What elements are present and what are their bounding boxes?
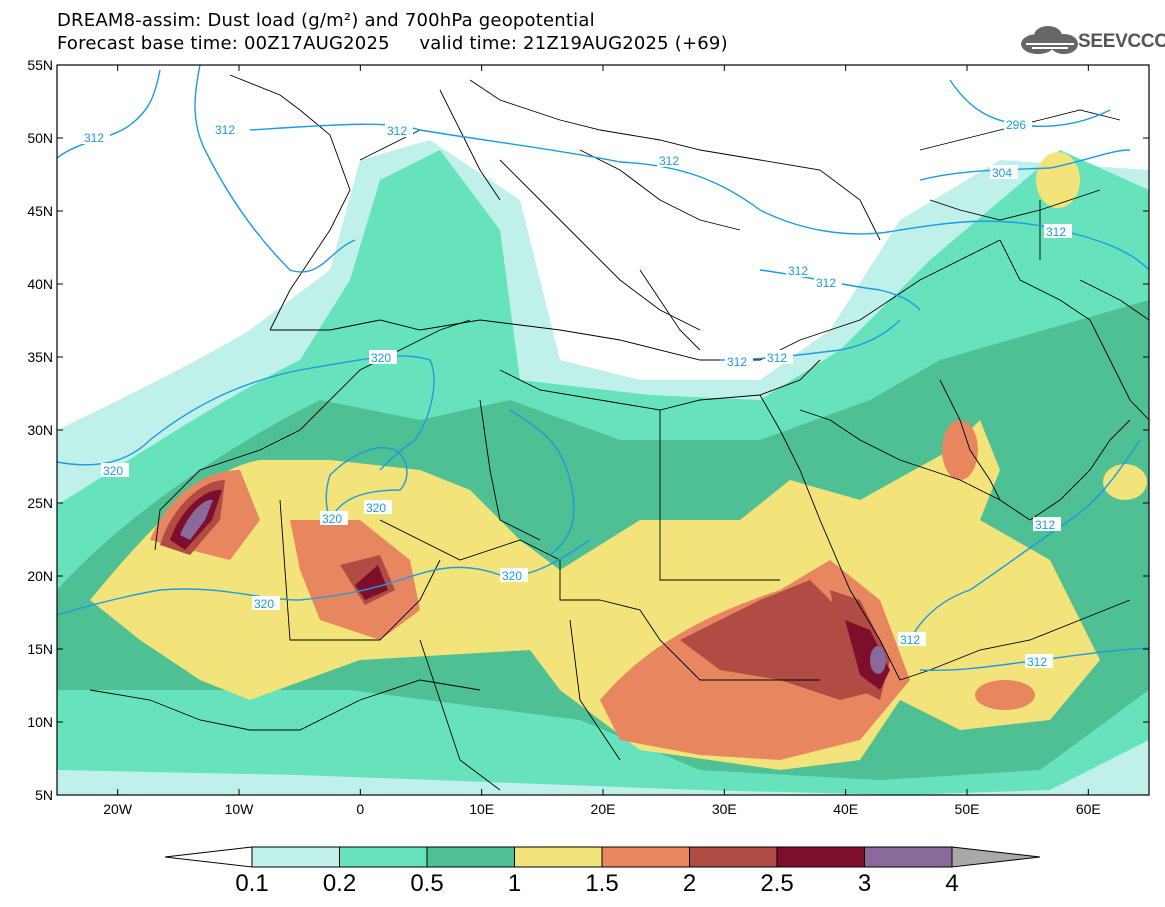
lat-label: 35N bbox=[27, 349, 53, 365]
colorbar-arrow-high bbox=[951, 846, 1041, 868]
colorbar bbox=[164, 846, 1041, 868]
svg-text:312: 312 bbox=[215, 123, 235, 137]
isoline-label: 312 bbox=[1025, 654, 1053, 669]
colorbar-swatch bbox=[776, 846, 865, 868]
svg-text:320: 320 bbox=[366, 501, 386, 515]
svg-text:312: 312 bbox=[84, 131, 104, 145]
svg-text:304: 304 bbox=[992, 166, 1012, 180]
dust-field bbox=[57, 65, 1149, 795]
svg-text:312: 312 bbox=[767, 351, 787, 365]
colorbar-tick-label: 0.5 bbox=[410, 870, 444, 897]
isoline-label: 312 bbox=[385, 123, 413, 138]
svg-text:312: 312 bbox=[788, 264, 808, 278]
colorbar-tick-label: 1.5 bbox=[585, 870, 619, 897]
dust-contour bbox=[1103, 464, 1147, 500]
colorbar-swatch bbox=[864, 846, 953, 868]
latitude-labels: 55N 50N 45N 40N 35N 30N 25N 20N 15N 10N 5N bbox=[27, 57, 53, 803]
lon-label: 50E bbox=[955, 801, 980, 817]
colorbar-tick-label: 2.5 bbox=[760, 870, 794, 897]
svg-text:312: 312 bbox=[900, 633, 920, 647]
svg-text:320: 320 bbox=[254, 597, 274, 611]
isoline-label: 304 bbox=[990, 165, 1018, 180]
svg-text:312: 312 bbox=[387, 124, 407, 138]
lat-label: 30N bbox=[27, 422, 53, 438]
colorbar-arrow-low bbox=[164, 846, 253, 868]
colorbar-swatch bbox=[251, 846, 340, 868]
svg-text:312: 312 bbox=[1046, 225, 1066, 239]
lat-label: 40N bbox=[27, 276, 53, 292]
svg-text:296: 296 bbox=[1006, 118, 1026, 132]
isoline-label: 320 bbox=[252, 596, 280, 611]
lon-label: 10E bbox=[469, 801, 494, 817]
lon-label: 20E bbox=[591, 801, 616, 817]
colorbar-tick-label: 0.1 bbox=[235, 870, 269, 897]
isoline-label: 312 bbox=[786, 263, 814, 278]
logo-text: SEEVCCC bbox=[1078, 31, 1165, 52]
svg-text:320: 320 bbox=[502, 569, 522, 583]
isoline-label: 312 bbox=[898, 632, 926, 647]
svg-text:312: 312 bbox=[1035, 518, 1055, 532]
isoline-label: 312 bbox=[657, 153, 685, 168]
lat-label: 25N bbox=[27, 495, 53, 511]
isoline-label: 312 bbox=[1033, 517, 1061, 532]
lon-label: 20W bbox=[103, 801, 133, 817]
map-title: DREAM8-assim: Dust load (g/m²) and 700hP… bbox=[57, 10, 595, 31]
isoline-labels: 312 312 312 312 312 304 296 312 312 312 … bbox=[82, 117, 1072, 669]
forecast-times: Forecast base time: 00Z17AUG2025 valid t… bbox=[57, 33, 728, 54]
isoline-label: 296 bbox=[1004, 117, 1032, 132]
colorbar-swatch bbox=[339, 846, 428, 868]
isoline-label: 320 bbox=[320, 511, 348, 526]
svg-text:320: 320 bbox=[322, 512, 342, 526]
lon-label: 10W bbox=[225, 801, 255, 817]
dust-contour bbox=[870, 646, 886, 674]
isoline-label: 320 bbox=[369, 350, 397, 365]
isoline-label: 320 bbox=[364, 500, 392, 515]
dust-contour bbox=[975, 680, 1035, 710]
cloud-icon bbox=[1021, 26, 1078, 54]
isoline-label: 312 bbox=[213, 122, 241, 137]
isoline-label: 312 bbox=[765, 350, 793, 365]
lon-label: 60E bbox=[1076, 801, 1101, 817]
svg-text:312: 312 bbox=[816, 276, 836, 290]
dust-contour bbox=[942, 420, 978, 480]
dust-contour bbox=[680, 580, 880, 700]
colorbar-swatch bbox=[601, 846, 690, 868]
isoline-label: 320 bbox=[500, 568, 528, 583]
colorbar-swatch bbox=[689, 846, 778, 868]
lat-label: 55N bbox=[27, 57, 53, 73]
dust-contour bbox=[1036, 152, 1080, 208]
isoline-label: 312 bbox=[725, 354, 753, 369]
dust-contour bbox=[355, 565, 388, 600]
svg-text:312: 312 bbox=[727, 355, 747, 369]
svg-text:312: 312 bbox=[659, 154, 679, 168]
isoline-label: 312 bbox=[82, 130, 110, 145]
lat-label: 20N bbox=[27, 568, 53, 584]
colorbar-tick-label: 1 bbox=[507, 870, 522, 897]
lon-label: 30E bbox=[712, 801, 737, 817]
svg-text:320: 320 bbox=[103, 464, 123, 478]
colorbar-tick-label: 4 bbox=[945, 870, 959, 897]
colorbar-swatch bbox=[514, 846, 603, 868]
dust-contour bbox=[180, 499, 213, 540]
longitude-labels: 20W 10W 0 10E 20E 30E 40E 50E 60E bbox=[103, 801, 1101, 817]
colorbar-tick-label: 0.2 bbox=[322, 870, 357, 897]
lat-label: 5N bbox=[35, 787, 53, 803]
geopotential-isolines bbox=[57, 65, 1149, 672]
lon-label: 40E bbox=[833, 801, 858, 817]
lat-label: 50N bbox=[27, 130, 53, 146]
colorbar-tick-label: 3 bbox=[857, 870, 872, 897]
isoline-label: 320 bbox=[101, 463, 129, 478]
lat-label: 15N bbox=[27, 641, 53, 657]
axis-ticks bbox=[57, 64, 1149, 796]
colorbar-swatch bbox=[426, 846, 515, 868]
colorbar-tick-label: 2 bbox=[682, 870, 697, 897]
isoline-label: 312 bbox=[814, 275, 842, 290]
lat-label: 10N bbox=[27, 714, 53, 730]
isoline-label: 312 bbox=[1044, 224, 1072, 239]
lat-label: 45N bbox=[27, 203, 53, 219]
svg-text:312: 312 bbox=[1027, 655, 1047, 669]
svg-text:320: 320 bbox=[371, 351, 391, 365]
lon-label: 0 bbox=[356, 801, 364, 817]
